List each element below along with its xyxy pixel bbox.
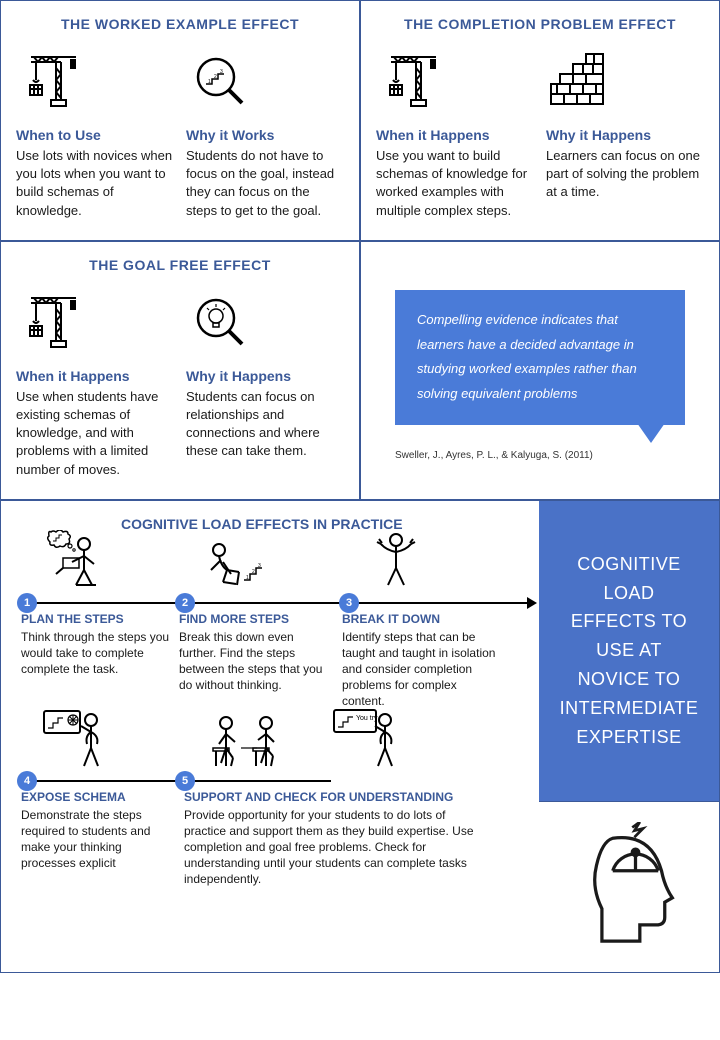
practice-panel: COGNITIVE LOAD EFFECTS IN PRACTICE 1 2 3… [1,501,539,972]
step-text: Identify steps that can be taught and ta… [342,629,502,710]
bottom-section: COGNITIVE LOAD EFFECTS IN PRACTICE 1 2 3… [0,500,720,973]
effect-text: Use you want to build schemas of knowled… [376,147,534,220]
practice-title: COGNITIVE LOAD EFFECTS IN PRACTICE [121,516,529,532]
step-title: PLAN THE STEPS [21,612,171,626]
step-title: FIND MORE STEPS [179,612,334,626]
step-text: Demonstrate the steps required to studen… [21,807,176,872]
effect-cell-goal-free: THE GOAL FREE EFFECT When it Happens Use… [0,241,360,500]
two-people-icon [211,708,283,770]
quote-cell: Compelling evidence indicates that learn… [360,241,720,500]
you-try-icon [331,708,399,770]
effect-text: Learners can focus on one part of solvin… [546,147,704,202]
effect-text: Students do not have to focus on the goa… [186,147,344,220]
effect-text: Use when students have existing schemas … [16,388,174,479]
timeline-arrow: 4 5 [21,780,331,782]
magnifier-bulb-icon [186,293,246,353]
effect-cell-completion-problem: THE COMPLETION PROBLEM EFFECT When it Ha… [360,0,720,241]
step-number: 5 [175,771,195,791]
effect-text: Use lots with novices when you lots when… [16,147,174,220]
effect-cell-worked-example: THE WORKED EXAMPLE EFFECT When to Use Us… [0,0,360,241]
sidebar: COGNITIVE LOAD EFFECTS TO USE AT NOVICE … [539,501,719,972]
person-thinking-icon [46,530,106,590]
timeline-arrow: 1 2 3 [21,602,529,604]
step-title: SUPPORT AND CHECK FOR UNDERSTANDING [184,790,484,804]
step-title: EXPOSE SCHEMA [21,790,176,804]
effect-subheading: When it Happens [376,127,534,143]
cognitive-head-icon [569,822,689,952]
step-text: Break this down even further. Find the s… [179,629,334,694]
brick-wall-icon [546,52,608,112]
step-text: Provide opportunity for your students to… [184,807,484,888]
sidebar-title: COGNITIVE LOAD EFFECTS TO USE AT NOVICE … [539,501,719,801]
magnifier-steps-icon [186,52,246,112]
quote-citation: Sweller, J., Ayres, P. L., & Kalyuga, S.… [395,450,685,461]
quote-box: Compelling evidence indicates that learn… [395,290,685,425]
person-teaching-icon [41,708,106,770]
step-title: BREAK IT DOWN [342,612,502,626]
effect-title: THE COMPLETION PROBLEM EFFECT [376,16,704,32]
effect-subheading: When it Happens [16,368,174,384]
effect-title: THE GOAL FREE EFFECT [16,257,344,273]
person-kneeling-icon [201,530,266,590]
effect-subheading: Why it Happens [546,127,704,143]
effect-subheading: Why it Works [186,127,344,143]
effects-grid: THE WORKED EXAMPLE EFFECT When to Use Us… [0,0,720,500]
effect-text: Students can focus on relationships and … [186,388,344,461]
step-number: 2 [175,593,195,613]
crane-icon [16,293,81,353]
crane-icon [16,52,81,112]
step-number: 4 [17,771,37,791]
person-shrug-icon [371,530,421,590]
effect-subheading: When to Use [16,127,174,143]
step-text: Think through the steps you would take t… [21,629,171,678]
step-number: 1 [17,593,37,613]
crane-icon [376,52,441,112]
effect-title: THE WORKED EXAMPLE EFFECT [16,16,344,32]
effect-subheading: Why it Happens [186,368,344,384]
step-number: 3 [339,593,359,613]
